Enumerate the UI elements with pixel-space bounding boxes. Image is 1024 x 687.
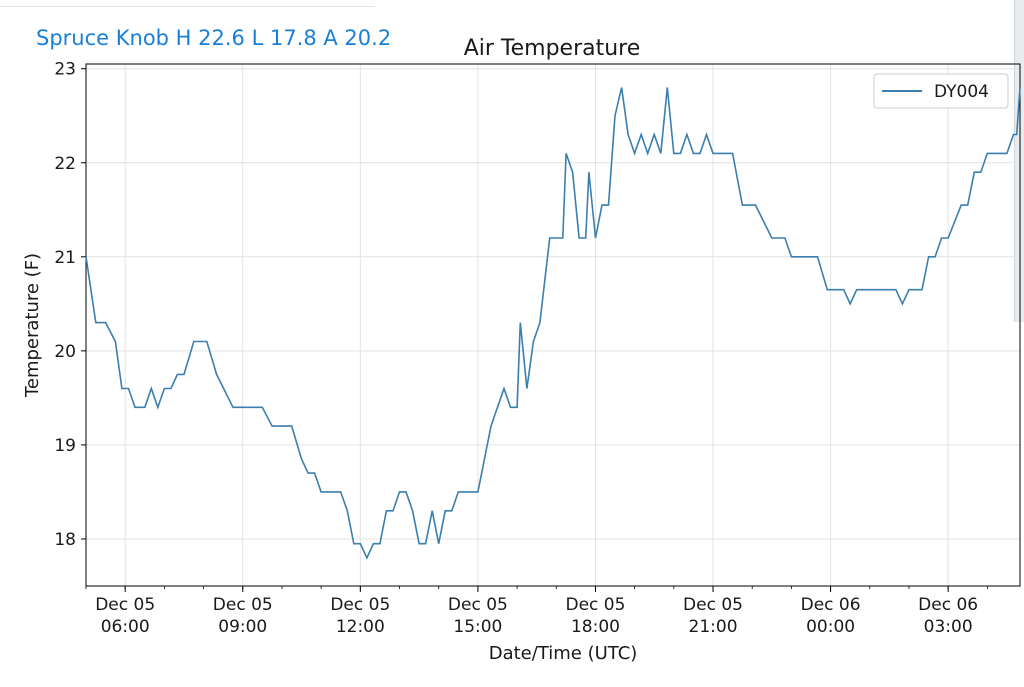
chart-title: Air Temperature (464, 36, 641, 61)
y-tick-label: 22 (54, 154, 76, 174)
series-line-dy004 (85, 87, 1021, 560)
x-tick-label-date: Dec 05 (683, 595, 743, 615)
legend: DY004 (873, 73, 1009, 109)
x-tick-label-time: 03:00 (924, 617, 973, 637)
x-tick-label-date: Dec 06 (918, 595, 978, 615)
legend-label-dy004: DY004 (934, 82, 989, 102)
y-tick-label: 18 (54, 530, 76, 550)
x-tick-label-time: 15:00 (453, 617, 502, 637)
x-axis-label: Date/Time (UTC) (489, 643, 638, 664)
y-tick-label: 21 (54, 248, 76, 268)
y-axis-label: Temperature (F) (22, 253, 43, 398)
y-tick-label: 19 (54, 436, 76, 456)
y-tick-label: 23 (54, 60, 76, 80)
x-tick-label-time: 06:00 (101, 617, 150, 637)
plot-frame (85, 63, 1021, 587)
x-tick-label-time: 21:00 (689, 617, 738, 637)
top-divider (0, 6, 375, 7)
scroll-edge (1014, 0, 1024, 322)
y-tick-label: 20 (54, 342, 76, 362)
x-tick-label-date: Dec 05 (565, 595, 625, 615)
x-tick-label-date: Dec 05 (330, 595, 390, 615)
x-tick-label-date: Dec 05 (213, 595, 273, 615)
x-tick-label-date: Dec 05 (448, 595, 508, 615)
x-tick-label-time: 18:00 (571, 617, 620, 637)
x-tick-label-date: Dec 06 (801, 595, 861, 615)
x-tick-label-time: 12:00 (336, 617, 385, 637)
x-tick-label-time: 00:00 (806, 617, 855, 637)
x-tick-label-time: 09:00 (218, 617, 267, 637)
station-summary: Spruce Knob H 22.6 L 17.8 A 20.2 (36, 26, 392, 50)
legend-box (873, 73, 1009, 109)
grid-lines (86, 64, 1020, 586)
x-tick-label-date: Dec 05 (95, 595, 155, 615)
